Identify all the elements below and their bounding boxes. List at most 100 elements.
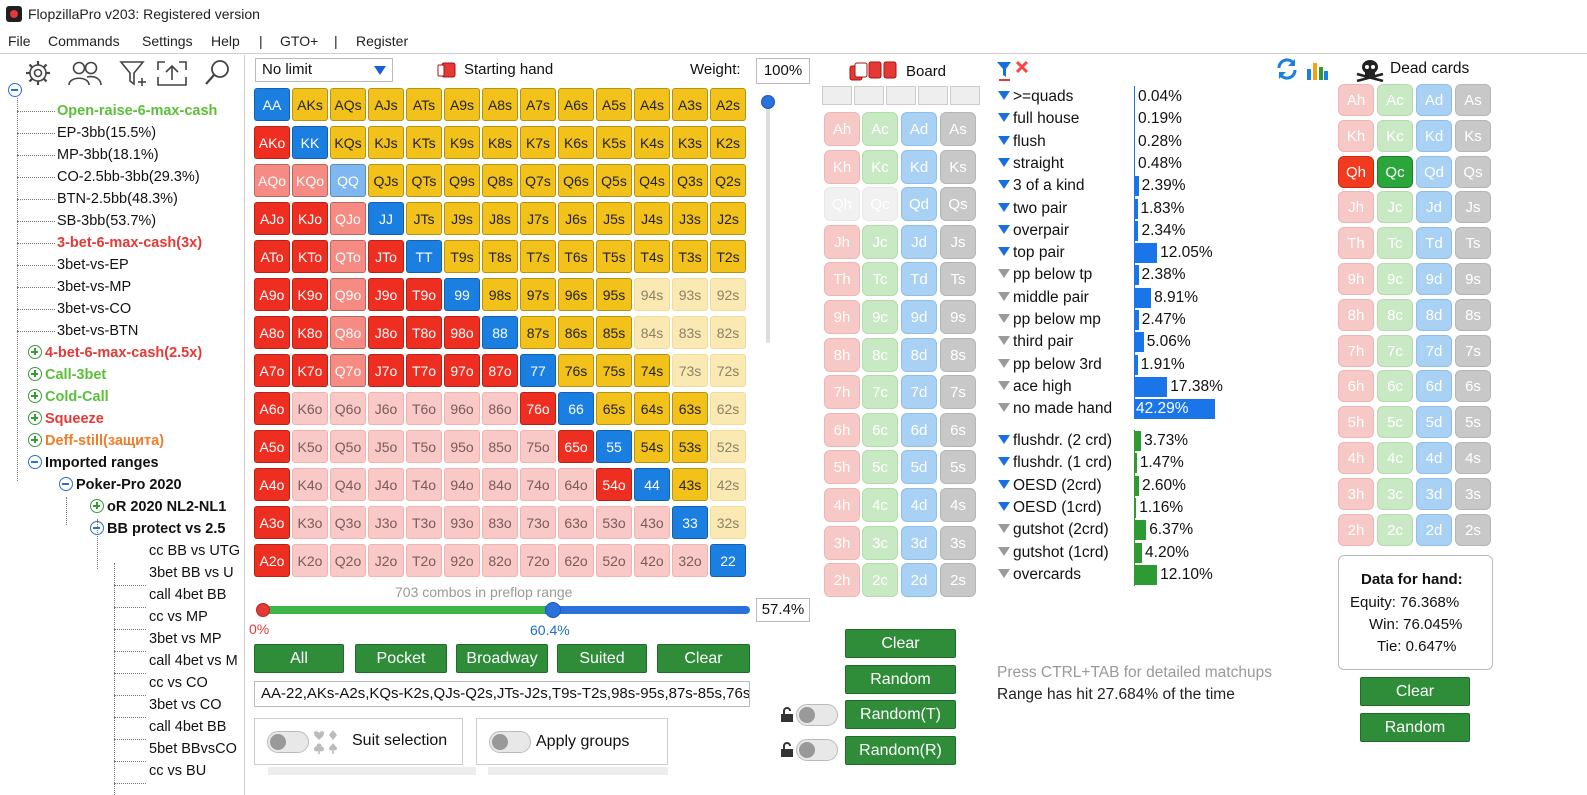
stat-row[interactable]: straight	[998, 153, 1064, 175]
dead-card-Ks[interactable]: Ks	[1455, 119, 1491, 152]
hand-cell[interactable]: K9o	[292, 278, 328, 311]
hand-cell[interactable]: Q3s	[672, 164, 708, 197]
collapse-icon[interactable]	[28, 455, 42, 469]
hand-cell[interactable]: Q4o	[330, 468, 366, 501]
dead-card-Ac[interactable]: Ac	[1377, 84, 1413, 116]
stat-row[interactable]: OESD (1crd)	[998, 497, 1102, 519]
board-random-river-button[interactable]: Random(R)	[845, 736, 956, 765]
filter-icon[interactable]	[998, 247, 1010, 257]
board-card-Ah[interactable]: Ah	[824, 112, 860, 146]
board-slot-2[interactable]	[854, 86, 884, 105]
stat-row[interactable]: flushdr. (2 crd)	[998, 430, 1112, 452]
board-card-2c[interactable]: 2c	[862, 563, 898, 598]
tree-item[interactable]: call 4bet BB	[149, 587, 227, 603]
hand-cell[interactable]: 87s	[520, 316, 556, 349]
dead-card-2c[interactable]: 2c	[1377, 513, 1413, 546]
suited-button[interactable]: Suited	[557, 644, 647, 673]
tree-item[interactable]: MP-3bb(18.1%)	[57, 147, 159, 163]
filter-icon[interactable]	[998, 435, 1010, 444]
stat-row[interactable]: third pair	[998, 331, 1073, 353]
board-card-Qc[interactable]: Qc	[862, 187, 898, 222]
board-card-9d[interactable]: 9d	[901, 300, 937, 334]
hand-cell[interactable]: 97s	[520, 278, 556, 311]
hand-cell[interactable]: A3s	[672, 88, 708, 121]
tree-folder[interactable]: BB protect vs 2.5	[90, 518, 225, 540]
hand-cell[interactable]: A5o	[254, 430, 290, 463]
board-card-7c[interactable]: 7c	[862, 375, 898, 410]
tree-item[interactable]: 3bet-vs-CO	[57, 301, 132, 317]
tree-item[interactable]: 3bet vs MP	[149, 631, 222, 647]
board-clear-button[interactable]: Clear	[845, 629, 956, 658]
board-card-8s[interactable]: 8s	[940, 337, 976, 372]
hand-cell[interactable]: 94s	[634, 278, 670, 311]
dead-card-Jh[interactable]: Jh	[1338, 191, 1374, 224]
tree-item[interactable]: 3bet-vs-EP	[57, 257, 129, 273]
board-card-Th[interactable]: Th	[824, 262, 860, 297]
hand-cell[interactable]: AJo	[254, 202, 290, 235]
hand-cell[interactable]: 53s	[672, 430, 708, 463]
hand-cell[interactable]: Q7o	[330, 354, 366, 387]
board-card-6s[interactable]: 6s	[940, 412, 976, 447]
hand-cell[interactable]: J9o	[368, 278, 404, 311]
hand-cell[interactable]: 77	[520, 354, 556, 387]
board-card-7h[interactable]: 7h	[824, 375, 860, 410]
hand-cell[interactable]: ATs	[406, 88, 442, 121]
hand-cell[interactable]: 62s	[710, 392, 746, 425]
filter-icon[interactable]	[998, 314, 1010, 323]
hand-cell[interactable]: T7o	[406, 354, 442, 387]
hand-cell[interactable]: 85o	[482, 430, 518, 463]
dead-card-5h[interactable]: 5h	[1338, 406, 1374, 439]
dead-card-Qd[interactable]: Qd	[1416, 155, 1452, 188]
dead-random-button[interactable]: Random	[1360, 713, 1470, 742]
expand-icon[interactable]	[28, 389, 42, 403]
hand-cell[interactable]: T6s	[558, 240, 594, 273]
board-slot-4[interactable]	[918, 86, 948, 105]
stat-row[interactable]: no made hand	[998, 398, 1112, 420]
hand-cell[interactable]: J4o	[368, 468, 404, 501]
dead-card-2d[interactable]: 2d	[1416, 513, 1452, 546]
hand-cell[interactable]: T8s	[482, 240, 518, 273]
board-card-5h[interactable]: 5h	[824, 450, 860, 485]
tree-folder[interactable]: Deff-still(защита)	[28, 430, 164, 452]
stat-row[interactable]: top pair	[998, 242, 1065, 264]
hand-cell[interactable]: KTo	[292, 240, 328, 273]
hand-cell[interactable]: 74s	[634, 354, 670, 387]
hand-cell[interactable]: 74o	[520, 468, 556, 501]
filter-icon[interactable]	[998, 113, 1010, 123]
hand-cell[interactable]: Q8s	[482, 164, 518, 197]
hand-cell[interactable]: K5s	[596, 126, 632, 159]
search-icon[interactable]	[202, 58, 234, 88]
suit-selection-box[interactable]: Suit selection	[254, 718, 463, 765]
expand-icon[interactable]	[28, 433, 42, 447]
hand-cell[interactable]: 98s	[482, 278, 518, 311]
tree-folder[interactable]: Squeeze	[28, 408, 104, 430]
expand-icon[interactable]	[28, 411, 42, 425]
menu-help[interactable]: Help	[211, 33, 240, 49]
dead-card-Ah[interactable]: Ah	[1338, 84, 1374, 116]
hand-cell[interactable]: 54o	[596, 468, 632, 501]
dead-card-9s[interactable]: 9s	[1455, 263, 1491, 295]
hand-cell[interactable]: 82s	[710, 316, 746, 349]
hand-cell[interactable]: K6o	[292, 392, 328, 425]
board-card-2d[interactable]: 2d	[901, 563, 937, 598]
hand-cell[interactable]: K9s	[444, 126, 480, 159]
hand-cell[interactable]: 83s	[672, 316, 708, 349]
menu-register[interactable]: Register	[356, 33, 409, 49]
chart-icon[interactable]	[1305, 59, 1329, 81]
hand-cell[interactable]: J4s	[634, 202, 670, 235]
board-card-Tc[interactable]: Tc	[862, 262, 898, 297]
hand-cell[interactable]: T5s	[596, 240, 632, 273]
hand-cell[interactable]: A7o	[254, 354, 290, 387]
hand-cell[interactable]: 93o	[444, 506, 480, 539]
dead-card-Qh[interactable]: Qh	[1338, 155, 1374, 188]
tree-item[interactable]: Open-raise-6-max-cash	[57, 103, 218, 119]
hand-cell[interactable]: 75s	[596, 354, 632, 387]
hand-cell[interactable]: A9o	[254, 278, 290, 311]
hand-cell[interactable]: 62o	[558, 544, 594, 577]
hand-cell[interactable]: T3o	[406, 506, 442, 539]
dead-card-Qs[interactable]: Qs	[1455, 155, 1491, 188]
dead-card-3d[interactable]: 3d	[1416, 477, 1452, 510]
hand-cell[interactable]: K2s	[710, 126, 746, 159]
hand-cell[interactable]: J5o	[368, 430, 404, 463]
hand-cell[interactable]: 72s	[710, 354, 746, 387]
